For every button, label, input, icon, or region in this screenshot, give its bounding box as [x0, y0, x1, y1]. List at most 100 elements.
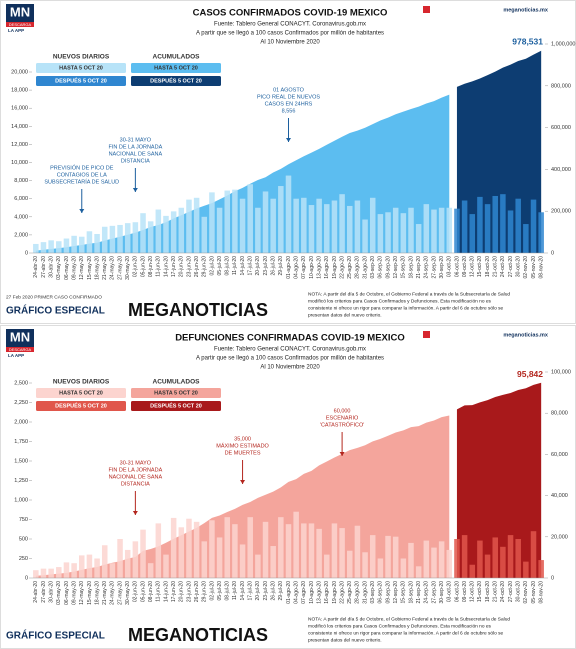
- x-tick-label: 08-nov-20: [538, 256, 544, 279]
- x-tick-label: 26-jul-20: [271, 256, 277, 276]
- daily-bar: [63, 238, 70, 253]
- footer-brand: MEGANOTICIAS: [128, 300, 268, 320]
- daily-bar: [331, 200, 338, 253]
- x-tick-label: 18-oct-20: [485, 256, 491, 277]
- x-tick-label: 17-jul-20: [248, 581, 254, 601]
- annotation-arrowhead: [79, 209, 85, 213]
- daily-bar: [117, 224, 123, 253]
- logo-mark: MN: [10, 329, 30, 344]
- footer-note: modificó los criterios para Casos Confir…: [308, 298, 491, 304]
- daily-bar: [193, 521, 200, 578]
- x-tick-label: 09-may-20: [71, 581, 77, 605]
- daily-bar: [408, 207, 414, 253]
- y2-tick-label: 1,000,000: [551, 41, 575, 47]
- x-tick-label: 15-may-20: [87, 256, 93, 280]
- daily-bar: [423, 204, 430, 253]
- daily-bar: [523, 224, 529, 253]
- daily-bar: [354, 200, 361, 253]
- daily-bar: [461, 200, 468, 253]
- daily-bar: [186, 518, 192, 578]
- daily-bar: [33, 570, 39, 578]
- daily-bar: [530, 199, 537, 253]
- legend-label: DESPUÉS 5 OCT 20: [150, 402, 202, 410]
- daily-bar: [239, 198, 246, 253]
- cumulative-area: [456, 382, 542, 578]
- legend-group-title: NUEVOS DIARIOS: [53, 379, 110, 386]
- x-tick-label: 13-ago-20: [316, 581, 322, 604]
- annotation-text: 01 AGOSTO: [273, 87, 304, 93]
- x-tick-label: 30-sep-20: [439, 581, 445, 604]
- annotation-text: 60,000: [334, 408, 351, 414]
- daily-bar: [354, 525, 361, 578]
- x-tick-label: 23-jul-20: [263, 581, 269, 601]
- x-tick-label: 06-may-20: [64, 581, 70, 605]
- x-tick-label: 06-may-20: [64, 256, 70, 280]
- daily-bar: [500, 194, 506, 253]
- x-tick-label: 09-oct-20: [462, 256, 468, 277]
- daily-bar: [278, 186, 284, 253]
- daily-bar: [209, 192, 215, 253]
- daily-bar: [170, 517, 177, 578]
- x-tick-label: 30-may-20: [125, 256, 131, 280]
- x-tick-label: 20-jul-20: [255, 256, 261, 276]
- annotation-text: 35,000: [234, 436, 251, 442]
- annotation-text: CASOS EN 24HRS: [265, 101, 313, 107]
- daily-bar: [446, 207, 453, 253]
- x-tick-label: 22-ago-20: [339, 256, 345, 279]
- daily-bar: [301, 197, 307, 253]
- daily-bar: [262, 191, 269, 253]
- daily-bar: [109, 563, 116, 578]
- legend-label: DESPUÉS 5 OCT 20: [55, 77, 107, 85]
- daily-bar: [247, 517, 253, 578]
- daily-bar: [515, 539, 521, 578]
- x-tick-label: 12-may-20: [79, 256, 85, 280]
- daily-bar: [507, 210, 514, 253]
- x-tick-label: 03-may-20: [56, 256, 62, 280]
- daily-bar: [362, 219, 368, 253]
- daily-bar: [155, 209, 162, 253]
- x-tick-label: 04-ago-20: [293, 256, 299, 279]
- footer-note: consistente ni ofrece un rigor para comp…: [308, 305, 504, 311]
- y-tick-label: 20,000: [11, 69, 28, 75]
- x-tick-label: 08-jun-20: [148, 256, 154, 277]
- daily-bar: [71, 235, 77, 253]
- x-tick-label: 29-jul-20: [278, 581, 284, 601]
- annotation-text: PICO REAL DE NUEVOS: [257, 94, 320, 100]
- x-tick-label: 12-sep-20: [393, 256, 399, 279]
- x-tick-label: 27-sep-20: [431, 581, 437, 604]
- y-tick-label: 14,000: [11, 124, 28, 130]
- x-tick-label: 03-may-20: [56, 581, 62, 605]
- daily-bar: [316, 528, 322, 578]
- daily-bar: [285, 524, 292, 578]
- x-tick-label: 05-jul-20: [217, 581, 223, 601]
- chart-title: DEFUNCIONES CONFIRMADAS COVID-19 MEXICO: [175, 333, 405, 344]
- x-tick-label: 11-jul-20: [232, 256, 238, 275]
- annotation-arrowhead: [132, 188, 138, 192]
- x-tick-label: 06-oct-20: [454, 256, 460, 277]
- daily-bar: [308, 205, 315, 253]
- footer-note: NOTA: A partir del día 5 de Octubre, el …: [308, 616, 510, 622]
- y-tick-label: 0: [25, 575, 28, 581]
- x-tick-label: 02-jul-20: [209, 256, 215, 276]
- daily-bar: [400, 558, 407, 578]
- x-tick-label: 02-jun-20: [133, 256, 139, 277]
- x-tick-label: 18-sep-20: [408, 581, 414, 604]
- daily-bar: [86, 231, 93, 253]
- x-tick-label: 09-sep-20: [385, 256, 391, 279]
- daily-bar: [369, 535, 376, 578]
- x-tick-label: 02-jun-20: [133, 581, 139, 602]
- logo-tag-box: [6, 347, 34, 352]
- y-tick-label: 2,500: [14, 380, 28, 386]
- daily-bar: [79, 236, 85, 253]
- x-tick-label: 03-sep-20: [370, 256, 376, 279]
- y2-tick-label: 0: [551, 250, 554, 256]
- chart-title: CASOS CONFIRMADOS COVID-19 MEXICO: [193, 8, 388, 19]
- x-tick-label: 18-sep-20: [408, 256, 414, 279]
- daily-bar: [224, 190, 231, 253]
- chart-subtitle: Al 10 Noviembre 2020: [260, 40, 320, 46]
- annotation-arrowhead: [132, 511, 138, 515]
- x-tick-label: 11-jul-20: [232, 581, 238, 600]
- x-tick-label: 29-jun-20: [202, 256, 208, 277]
- daily-bar: [216, 207, 223, 253]
